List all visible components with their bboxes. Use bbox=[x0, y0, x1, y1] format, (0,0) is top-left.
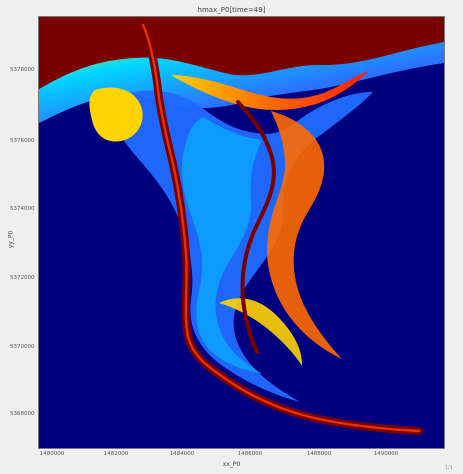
page-indicator: 1/1 bbox=[444, 465, 453, 471]
window-title: hmax_P0[time=49] bbox=[197, 6, 266, 14]
main-river-highlight bbox=[141, 23, 421, 433]
x-tick-1484000: 1484000 bbox=[169, 451, 195, 457]
y-tick-5374000: 5374000 bbox=[10, 206, 35, 212]
coast-band bbox=[39, 42, 444, 123]
y-tick-5378000: 5378000 bbox=[10, 67, 35, 73]
delta-spray bbox=[219, 298, 303, 366]
x-tick-1480000: 1480000 bbox=[39, 451, 65, 457]
x-tick-1490000: 1490000 bbox=[373, 451, 399, 457]
x-tick-1488000: 1488000 bbox=[306, 451, 332, 457]
secondary-river bbox=[236, 100, 276, 354]
y-axis-label: yy_P0 bbox=[7, 230, 15, 249]
plot-area[interactable] bbox=[38, 16, 445, 449]
flood-core bbox=[181, 117, 263, 374]
heatmap-canvas bbox=[39, 17, 444, 448]
x-axis-label: xx_P0 bbox=[222, 461, 241, 468]
lake-blob bbox=[89, 87, 143, 142]
x-tick-1482000: 1482000 bbox=[103, 451, 129, 457]
x-tick-1486000: 1486000 bbox=[237, 451, 263, 457]
east-river-band bbox=[266, 111, 342, 359]
flood-plume bbox=[115, 90, 373, 402]
y-tick-5370000: 5370000 bbox=[10, 344, 35, 350]
sea-region bbox=[39, 17, 444, 111]
y-tick-5372000: 5372000 bbox=[10, 275, 35, 281]
y-tick-5368000: 5368000 bbox=[10, 411, 35, 417]
y-tick-5376000: 5376000 bbox=[10, 138, 35, 144]
north-channel bbox=[171, 71, 369, 110]
